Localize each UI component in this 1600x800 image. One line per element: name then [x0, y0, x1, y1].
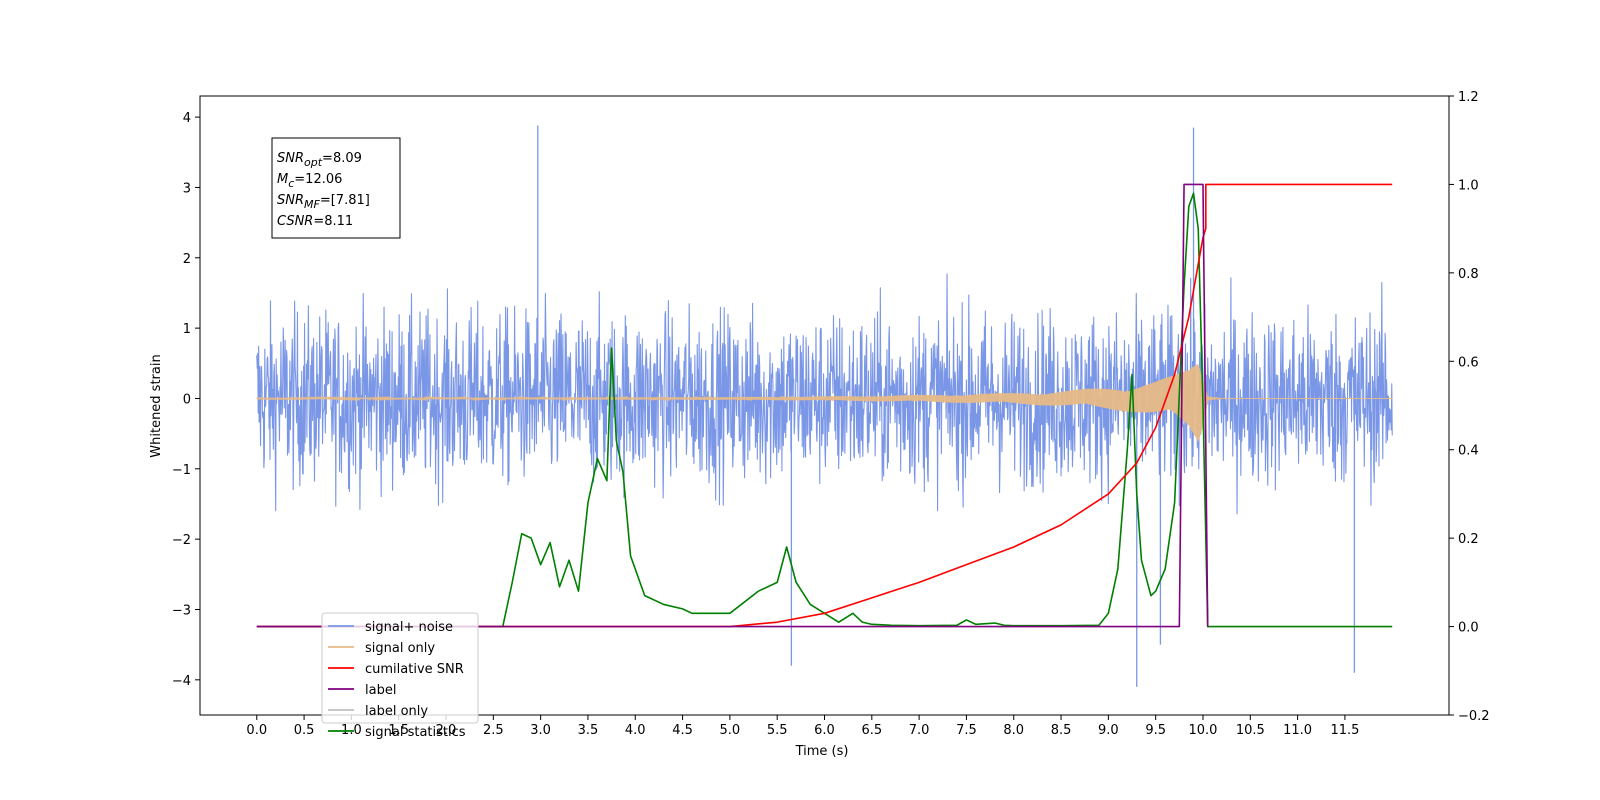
- annotation-frame: [271, 137, 401, 239]
- y-right-axis: −0.2 0.0 0.2 0.4 0.6 0.8 1.0 1.2: [1449, 90, 1490, 724]
- y-left-tick-label: −1: [172, 463, 191, 478]
- y-axis-label: Whitened strain: [149, 354, 164, 457]
- x-tick-label: 10.5: [1236, 723, 1265, 738]
- x-tick-label: 1.5: [388, 723, 409, 738]
- y-right-tick-label: 0.0: [1458, 621, 1479, 636]
- x-tick-label: 0.5: [294, 723, 315, 738]
- x-tick-label: 10.0: [1189, 723, 1218, 738]
- x-tick-label: 6.0: [814, 723, 835, 738]
- x-tick-label: 6.5: [861, 723, 882, 738]
- x-tick-label: 5.0: [720, 723, 741, 738]
- x-tick-label: 7.0: [909, 723, 930, 738]
- label-line: [256, 183, 1209, 628]
- annotation-line: SNRMF=[7.81]: [277, 193, 370, 211]
- signal-statistics-line: [256, 192, 1393, 628]
- x-tick-label: 2.5: [483, 723, 504, 738]
- y-right-tick-label: 1.0: [1458, 178, 1479, 193]
- y-left-tick-label: −4: [172, 674, 191, 689]
- x-tick-label: 0.0: [246, 723, 267, 738]
- y-right-tick-label: 0.6: [1458, 355, 1479, 370]
- legend-label: signal statistics: [365, 725, 466, 740]
- snr-annotation-box: SNRopt=8.09 Mc=12.06 SNRMF=[7.81] CSNR=8.11: [271, 137, 401, 239]
- x-tick-label: 7.5: [956, 723, 977, 738]
- x-tick-label: 5.5: [767, 723, 788, 738]
- annotation-line: Mc=12.06: [277, 172, 342, 190]
- x-tick-label: 11.5: [1330, 723, 1359, 738]
- y-right-tick-label: 0.2: [1458, 532, 1479, 547]
- y-left-axis: −4 −3 −2 −1 0 1 2 3 4: [172, 111, 200, 689]
- y-left-tick-label: −2: [172, 533, 191, 548]
- legend: signal+ noise signal only cumilative SNR la…: [321, 612, 479, 740]
- annotation-line: CSNR=8.11: [277, 214, 353, 229]
- legend-label: cumilative SNR: [365, 662, 464, 677]
- legend-label: signal only: [365, 641, 435, 656]
- x-tick-label: 8.0: [1003, 723, 1024, 738]
- y-right-tick-label: 0.4: [1458, 444, 1479, 459]
- y-right-tick-label: 0.8: [1458, 267, 1479, 282]
- x-tick-label: 9.0: [1098, 723, 1119, 738]
- legend-label: label: [365, 683, 396, 698]
- x-axis: 0.0 0.5 1.0 1.5 2.0 2.5 3.0 3.5 4.0 4.5 5.0 5.5 6.0 6…: [246, 715, 1359, 738]
- legend-label: label only: [365, 704, 428, 719]
- y-left-tick-label: 1: [183, 322, 191, 337]
- x-tick-label: 4.0: [625, 723, 646, 738]
- y-left-tick-label: 4: [183, 111, 191, 126]
- x-tick-label: 3.5: [578, 723, 599, 738]
- y-left-tick-label: −3: [172, 603, 191, 618]
- y-left-tick-label: 3: [183, 181, 191, 196]
- series-layer: [256, 125, 1393, 687]
- y-right-tick-label: −0.2: [1458, 709, 1490, 724]
- x-tick-label: 4.5: [672, 723, 693, 738]
- y-left-tick-label: 0: [183, 392, 191, 407]
- x-tick-label: 3.0: [530, 723, 551, 738]
- y-left-tick-label: 2: [183, 252, 191, 267]
- annotation-line: SNRopt=8.09: [277, 151, 362, 169]
- x-axis-label: Time (s): [795, 744, 849, 759]
- legend-frame: [321, 612, 479, 724]
- x-tick-label: 8.5: [1051, 723, 1072, 738]
- y-right-tick-label: 1.2: [1458, 90, 1479, 105]
- x-tick-label: 11.0: [1283, 723, 1312, 738]
- x-tick-label: 2.0: [436, 723, 457, 738]
- signal-noise-line: [256, 273, 1393, 515]
- x-tick-label: 9.5: [1145, 723, 1166, 738]
- legend-label: signal+ noise: [365, 620, 453, 635]
